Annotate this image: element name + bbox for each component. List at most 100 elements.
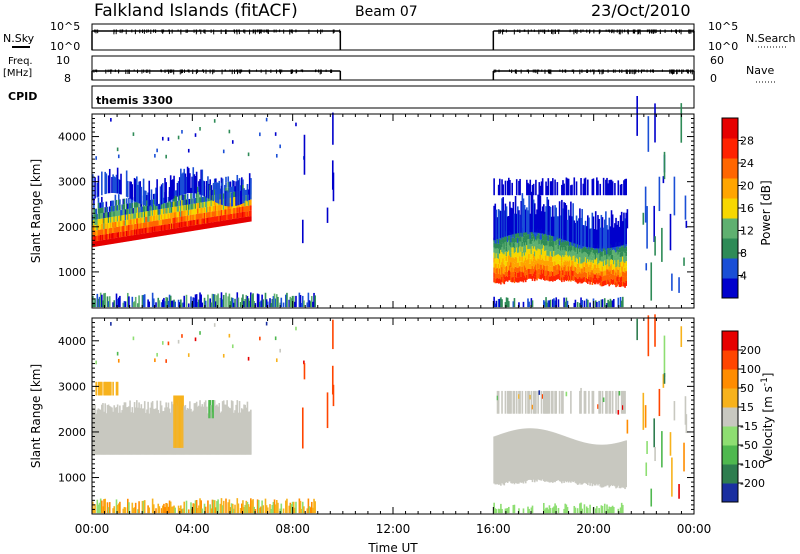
power-cell (192, 203, 195, 210)
power-cell (176, 182, 179, 197)
power-cell (169, 202, 172, 208)
velocity-cell (618, 390, 621, 396)
velocity-cell (131, 407, 134, 455)
power-cell (182, 216, 184, 222)
power-cell (104, 223, 107, 229)
power-cell (207, 212, 209, 218)
power-cell (238, 178, 241, 205)
power-cell (554, 205, 556, 237)
freq-sample (166, 69, 168, 72)
velocity-cell (190, 502, 192, 514)
power-cell (607, 254, 609, 260)
power-cell (112, 216, 114, 223)
power-cell (509, 201, 511, 236)
power-cell (528, 238, 530, 244)
power-cell (581, 273, 583, 279)
power-cell (191, 225, 193, 232)
power-cell (620, 251, 623, 257)
noise-sample (333, 29, 335, 33)
noise-sample (627, 29, 629, 32)
velocity-cell (122, 405, 125, 455)
velocity-cell (116, 351, 119, 356)
power-cell (564, 255, 567, 261)
power-cell (511, 247, 513, 253)
power-cell (113, 205, 116, 212)
power-cell (233, 191, 235, 198)
power-cell (620, 300, 623, 308)
velocity-cell (229, 408, 232, 455)
velocity-cell (661, 431, 663, 468)
colorbar-tick-label: 50 (740, 382, 754, 395)
power-cell (535, 234, 537, 240)
power-cell (548, 261, 551, 267)
power-cell (190, 204, 192, 210)
power-cell (561, 247, 563, 253)
power-cell (158, 214, 161, 221)
power-cell (231, 219, 234, 225)
power-cell (181, 211, 183, 217)
velocity-cell (112, 411, 114, 455)
power-cell (152, 193, 155, 200)
power-cell (563, 202, 565, 240)
power-cell (95, 214, 97, 220)
power-cell (97, 202, 100, 209)
freq-sample (236, 69, 238, 72)
power-cell (539, 269, 542, 275)
power-cell (541, 248, 544, 254)
power-cell (603, 219, 606, 249)
y-tick-label: 1000 (58, 266, 86, 279)
power-cell (235, 181, 237, 206)
power-cell (166, 229, 169, 236)
power-cell (210, 185, 213, 200)
power-cell (515, 277, 518, 283)
freq-sample (317, 69, 319, 73)
power-cell (574, 246, 577, 252)
power-cell (644, 186, 647, 223)
velocity-cell (152, 408, 155, 455)
power-cell (618, 257, 621, 263)
power-cell (221, 299, 224, 308)
power-cell (239, 212, 242, 218)
power-cell (181, 216, 183, 222)
velocity-cell (117, 503, 120, 514)
power-cell (122, 231, 125, 237)
freq-sample (614, 69, 616, 73)
power-cell (536, 260, 538, 266)
power-cell (219, 215, 222, 222)
x-tick-label: 08:00 (275, 522, 310, 536)
power-cell (240, 201, 243, 207)
power-cell (528, 234, 530, 239)
power-cell (164, 178, 166, 204)
velocity-cell (101, 381, 103, 396)
power-cell (563, 251, 565, 257)
freq-sample (234, 69, 236, 74)
power-cell (519, 251, 521, 257)
power-cell (536, 209, 538, 233)
power-cell (624, 248, 626, 254)
power-cell (503, 269, 506, 275)
power-cell (193, 192, 196, 199)
power-cell (243, 206, 245, 212)
noise-sample (652, 29, 654, 33)
power-cell (95, 208, 97, 215)
power-cell (540, 239, 543, 245)
power-cell (533, 236, 536, 242)
power-cell (247, 211, 250, 217)
power-cell (567, 276, 570, 282)
power-cell (211, 189, 214, 196)
noise-sample (238, 29, 240, 35)
power-cell (529, 233, 532, 239)
power-cell (528, 263, 530, 269)
power-cell (501, 272, 503, 277)
velocity-cell (160, 405, 163, 455)
power-cell (600, 251, 603, 257)
velocity-cell (116, 504, 119, 514)
power-cell (585, 272, 588, 278)
power-cell (524, 237, 527, 243)
colorbar-tick-label: 20 (740, 180, 754, 193)
noise-sample (632, 29, 634, 34)
power-cell (137, 223, 139, 229)
power-cell (573, 255, 576, 261)
velocity-cell (211, 400, 214, 419)
power-cell (111, 238, 113, 244)
